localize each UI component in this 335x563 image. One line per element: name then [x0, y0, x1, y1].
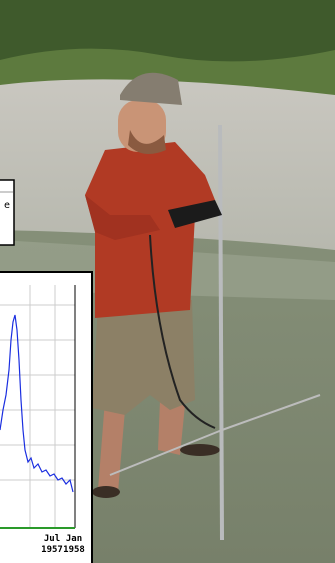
inset-frame	[0, 180, 14, 245]
x-tick-label: Jul	[44, 534, 60, 544]
inset-frame	[0, 272, 92, 563]
fragment-text: e	[4, 200, 10, 211]
x-tick-label: 1958	[63, 545, 85, 555]
page: e Jul 1957 Jan 1958 (() => { const data …	[0, 0, 335, 563]
x-tick-label: Jan	[66, 534, 82, 544]
shoe	[180, 444, 220, 456]
photo-scene: e Jul 1957 Jan 1958	[0, 0, 335, 563]
chart-inset: Jul 1957 Jan 1958	[0, 272, 92, 563]
shoe	[92, 486, 120, 498]
top-inset: e	[0, 180, 14, 245]
gauge-pole	[220, 125, 222, 540]
x-tick-label: 1957	[41, 545, 63, 555]
